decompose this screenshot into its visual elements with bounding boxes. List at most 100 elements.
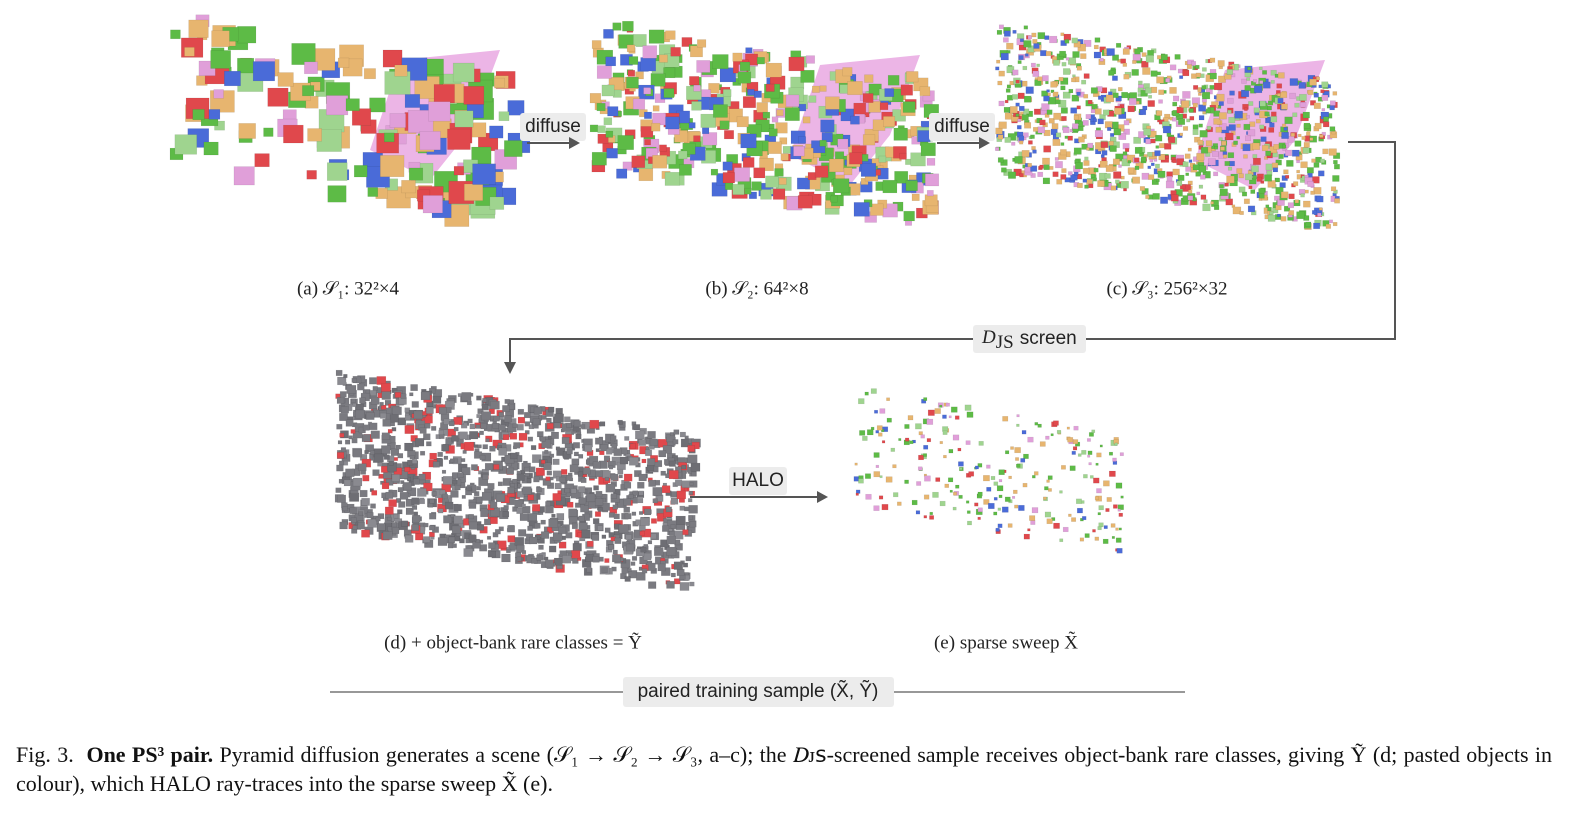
- voxel: [552, 493, 562, 502]
- voxel: [1003, 37, 1009, 43]
- voxel: [546, 470, 553, 476]
- voxel: [437, 508, 444, 514]
- voxel: [870, 203, 884, 216]
- voxel: [1223, 154, 1228, 159]
- voxel: [1199, 130, 1208, 138]
- voxel: [997, 157, 1004, 163]
- voxel: [612, 504, 619, 510]
- voxel: [1160, 54, 1168, 61]
- voxel: [346, 385, 357, 394]
- voxel: [423, 415, 433, 424]
- voxel: [337, 376, 347, 386]
- voxel: [1015, 113, 1020, 117]
- voxel: [1179, 184, 1186, 190]
- voxel: [419, 450, 426, 456]
- voxel: [685, 521, 691, 526]
- voxel: [441, 444, 450, 452]
- voxel: [605, 56, 617, 67]
- voxel: [622, 498, 632, 506]
- voxel: [1081, 79, 1087, 85]
- voxel: [1292, 112, 1298, 118]
- voxel: [527, 494, 535, 501]
- voxel: [404, 442, 414, 452]
- voxel: [1030, 134, 1035, 139]
- voxel: [1087, 450, 1093, 455]
- voxel: [420, 391, 431, 401]
- voxel: [1064, 39, 1070, 44]
- voxel: [489, 125, 504, 139]
- voxel: [1094, 37, 1101, 43]
- voxel: [1299, 93, 1307, 101]
- voxel: [1061, 115, 1067, 122]
- voxel: [1267, 180, 1276, 188]
- voxel: [756, 102, 768, 113]
- voxel: [1269, 211, 1274, 216]
- voxel: [1149, 158, 1154, 163]
- voxel: [411, 458, 418, 464]
- voxel: [398, 501, 406, 508]
- voxel: [700, 113, 716, 128]
- voxel: [574, 502, 581, 508]
- voxel: [1109, 470, 1116, 477]
- voxel: [400, 480, 405, 485]
- arrow-head: [979, 137, 990, 149]
- voxel: [612, 22, 622, 31]
- voxel: [1169, 86, 1177, 94]
- voxel: [517, 416, 526, 424]
- voxel: [1277, 93, 1281, 97]
- voxel: [1321, 108, 1326, 112]
- voxel: [597, 525, 603, 531]
- voxel: [1127, 167, 1135, 174]
- voxel: [1333, 152, 1341, 159]
- voxel: [784, 107, 800, 121]
- voxel: [1185, 172, 1190, 176]
- voxel: [1267, 206, 1272, 212]
- voxel: [977, 507, 983, 513]
- voxel: [771, 116, 779, 123]
- voxel: [1088, 462, 1092, 466]
- voxel: [453, 503, 462, 512]
- voxel: [559, 476, 566, 483]
- voxel: [1313, 162, 1320, 168]
- panel-caption: (b) 𝒮₂: 64²×8: [705, 278, 808, 299]
- voxel: [1252, 154, 1258, 159]
- voxel: [660, 567, 671, 576]
- voxel: [1060, 174, 1067, 180]
- voxel: [1089, 475, 1094, 479]
- voxel: [530, 445, 537, 451]
- voxel: [881, 504, 889, 511]
- voxel: [1262, 81, 1271, 89]
- voxel: [688, 504, 698, 514]
- caption-body: Pyramid diffusion generates a scene (𝒮₁ …: [16, 742, 1552, 796]
- voxel: [873, 452, 880, 458]
- voxel: [1093, 167, 1099, 173]
- voxel: [337, 494, 347, 503]
- voxel: [1270, 69, 1277, 76]
- voxel: [687, 454, 698, 464]
- voxel: [1025, 86, 1034, 94]
- voxel: [1102, 538, 1109, 544]
- voxel: [1253, 85, 1263, 94]
- voxel: [566, 422, 572, 428]
- voxel: [469, 431, 479, 440]
- voxel: [383, 454, 390, 460]
- voxel: [1276, 83, 1283, 89]
- voxel: [597, 507, 604, 512]
- voxel: [1270, 80, 1275, 84]
- voxel: [819, 85, 827, 92]
- voxel: [1065, 57, 1070, 61]
- voxel: [263, 127, 274, 137]
- voxel: [948, 415, 952, 419]
- voxel: [453, 426, 459, 432]
- voxel: [768, 128, 778, 137]
- voxel: [1267, 214, 1276, 222]
- voxel: [443, 455, 449, 460]
- voxel: [1320, 158, 1325, 164]
- voxel: [1277, 72, 1285, 79]
- voxel: [676, 568, 685, 577]
- voxel: [1192, 124, 1199, 130]
- voxel: [304, 61, 318, 75]
- voxel: [425, 406, 434, 414]
- voxel: [468, 513, 475, 520]
